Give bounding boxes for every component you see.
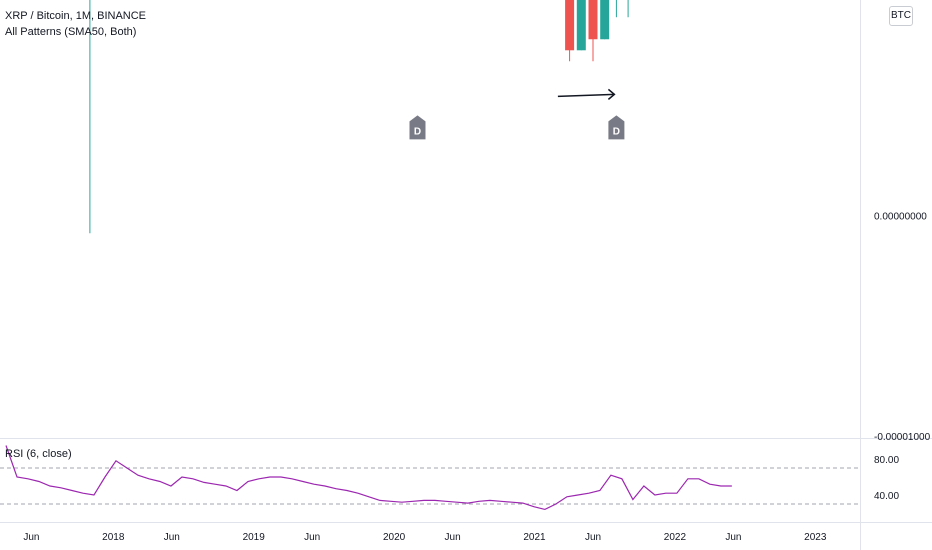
pattern-marker-shape xyxy=(409,115,426,140)
time-tick-label: Jun xyxy=(23,532,39,543)
pattern-marker-shape xyxy=(608,115,625,140)
pattern-marker[interactable]: D xyxy=(608,115,625,140)
rsi-tick-label: 40.00 xyxy=(874,491,899,502)
time-tick-label: 2018 xyxy=(102,532,125,543)
candle-body xyxy=(576,0,586,51)
time-tick-label: Jun xyxy=(585,532,601,543)
time-tick-label: 2021 xyxy=(523,532,546,543)
indicator-legend[interactable]: All Patterns (SMA50, Both) xyxy=(5,26,137,38)
time-tick-label: 2019 xyxy=(243,532,266,543)
time-tick-label: Jun xyxy=(725,532,741,543)
time-tick-label: 2022 xyxy=(664,532,687,543)
symbol-legend[interactable]: XRP / Bitcoin, 1M, BINANCE xyxy=(5,10,147,22)
annotation-arrowhead xyxy=(607,88,616,100)
time-tick-label: Jun xyxy=(164,532,180,543)
rsi-pane xyxy=(0,445,860,511)
pattern-marker-label: D xyxy=(613,126,620,137)
rsi-line[interactable] xyxy=(5,445,732,511)
price-tick-label: 0.00000000 xyxy=(874,212,927,223)
time-tick-label: Jun xyxy=(445,532,461,543)
currency-badge[interactable]: BTC xyxy=(889,6,913,26)
pattern-marker-label: D xyxy=(414,126,421,137)
axis-layer: 0.000090000.000080000.000070000.00006000… xyxy=(23,0,931,543)
candles-layer xyxy=(89,0,629,234)
rsi-tick-label: 80.00 xyxy=(874,455,899,466)
time-tick-label: 2023 xyxy=(804,532,827,543)
time-tick-label: Jun xyxy=(304,532,320,543)
price-tick-label: -0.00001000 xyxy=(874,432,931,443)
candle-body xyxy=(600,0,610,40)
candle-body xyxy=(588,0,598,40)
price-tick-label: 0.00001000 xyxy=(874,0,927,2)
candle-body xyxy=(565,0,575,51)
pattern-marker[interactable]: D xyxy=(409,115,426,140)
time-tick-label: 2020 xyxy=(383,532,406,543)
overlays-layer: DDD xyxy=(409,88,625,140)
annotation-arrow[interactable] xyxy=(557,93,615,98)
rsi-legend[interactable]: RSI (6, close) xyxy=(5,448,72,460)
